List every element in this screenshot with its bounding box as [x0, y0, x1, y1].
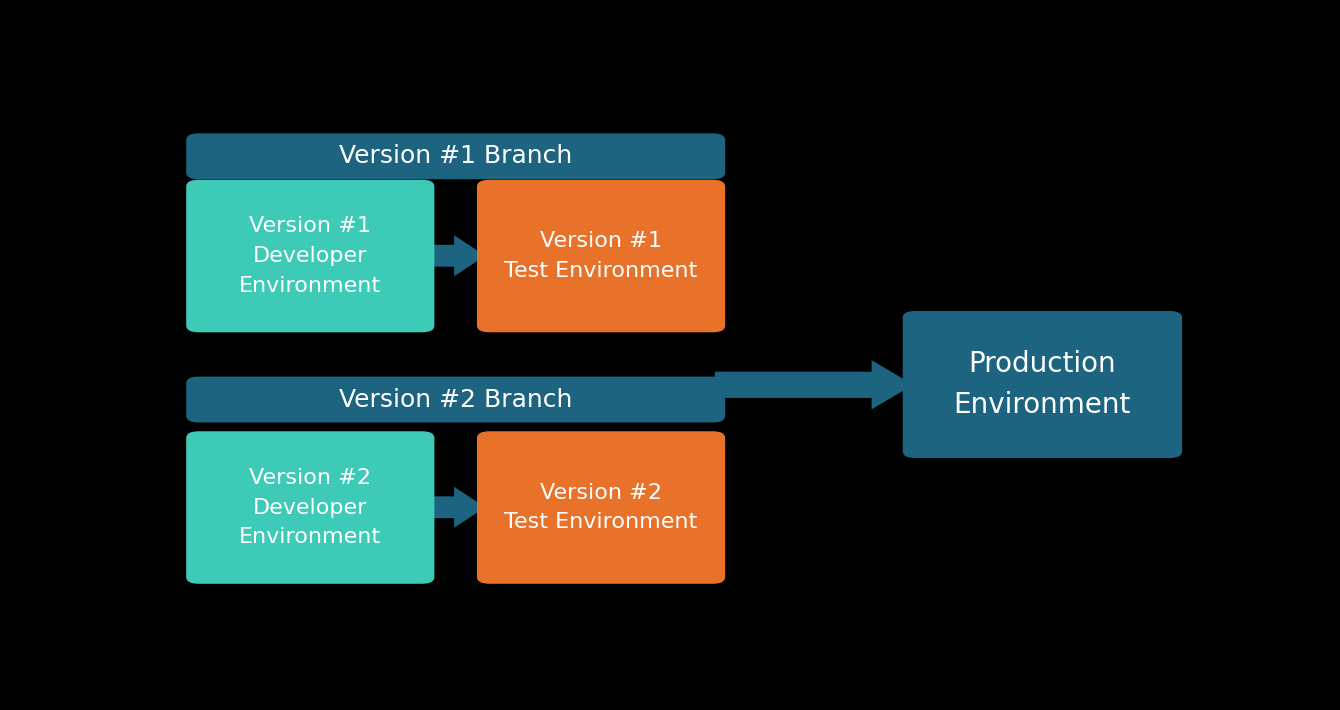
FancyBboxPatch shape [477, 180, 725, 332]
Text: Version #2
Test Environment: Version #2 Test Environment [504, 483, 698, 532]
Text: Version #1
Test Environment: Version #1 Test Environment [504, 231, 698, 281]
FancyBboxPatch shape [903, 311, 1182, 458]
Text: Version #1
Developer
Environment: Version #1 Developer Environment [240, 217, 382, 295]
Text: Production
Environment: Production Environment [954, 350, 1131, 419]
Polygon shape [425, 235, 485, 276]
Text: Version #1 Branch: Version #1 Branch [339, 144, 572, 168]
Text: Version #2 Branch: Version #2 Branch [339, 388, 572, 412]
FancyBboxPatch shape [186, 431, 434, 584]
FancyBboxPatch shape [186, 180, 434, 332]
Text: Version #2
Developer
Environment: Version #2 Developer Environment [240, 468, 382, 547]
FancyBboxPatch shape [186, 376, 725, 422]
FancyBboxPatch shape [477, 431, 725, 584]
Polygon shape [714, 360, 913, 410]
FancyBboxPatch shape [186, 133, 725, 179]
Polygon shape [425, 487, 485, 528]
